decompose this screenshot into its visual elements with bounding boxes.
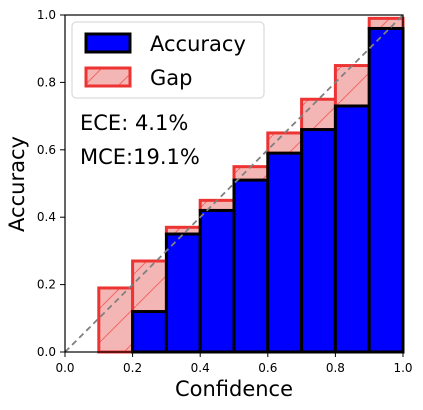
axes-layer: 0.0 0.2 0.4 0.6 0.8 1.0 0.0 0.2 0.4 0.6 0.8 1.0 [37,8,413,375]
legend-label-accuracy: Accuracy [150,32,246,56]
x-tick-label-5: 1.0 [393,361,412,375]
gap-bar-5 [232,165,270,182]
legend-label-gap: Gap [150,66,192,90]
y-tick-label-1: 0.2 [37,278,56,292]
ece-annotation: ECE: 4.1% [80,111,188,135]
legend-swatch-gap [84,66,132,88]
gap-bar-8 [333,64,371,108]
bars-layer [97,16,405,354]
accuracy-bar-8 [333,104,371,354]
gap-bar-7 [300,97,337,132]
accuracy-bar-7 [300,128,337,354]
accuracy-bar-2 [131,310,168,354]
accuracy-bar-9 [367,26,405,354]
x-tick-label-4: 0.8 [326,361,345,375]
y-tick-label-2: 0.4 [37,210,56,224]
y-tick-label-0: 0.0 [37,345,56,359]
accuracy-bar-5 [232,178,270,354]
y-tick-label-3: 0.6 [37,143,56,157]
accuracy-bar-3 [164,232,202,354]
gap-bar-2 [131,259,168,314]
legend-swatch-accuracy [84,32,132,54]
x-tick-label-3: 0.6 [258,361,277,375]
y-tick-label-4: 0.8 [37,75,56,89]
gap-bar-1 [97,286,135,354]
mce-annotation: MCE:19.1% [80,145,200,169]
legend: Accuracy Gap [71,21,265,99]
plot-frame [64,14,404,353]
gap-bar-4 [198,198,236,212]
y-tick-label-5: 1.0 [37,8,56,22]
gap-bar-6 [266,131,304,155]
x-tick-label-1: 0.2 [123,361,142,375]
y-axis-label: Accuracy [5,136,29,232]
x-tick-label-0: 0.0 [55,361,74,375]
accuracy-bar-4 [198,208,236,354]
accuracy-bar-6 [266,151,304,354]
x-tick-label-2: 0.4 [191,361,210,375]
x-axis-label: Confidence [175,377,293,401]
